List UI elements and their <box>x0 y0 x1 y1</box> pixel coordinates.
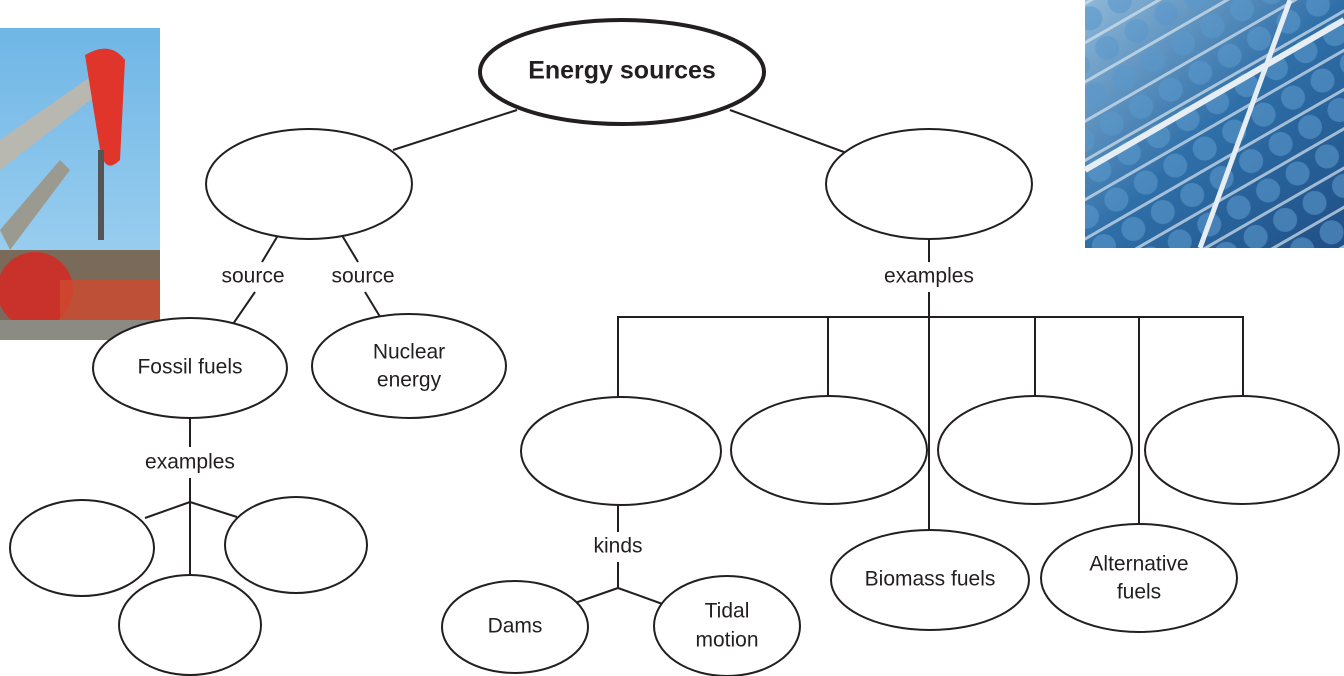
solar-panel-photo <box>1085 0 1344 248</box>
node-label: Nuclear <box>373 341 445 364</box>
edge-label: kinds <box>593 535 642 558</box>
node-label: Tidal <box>705 600 750 623</box>
node-label: Dams <box>488 615 543 638</box>
node-label: Biomass fuels <box>865 568 996 591</box>
empty-node <box>1145 396 1339 504</box>
node-label: Fossil fuels <box>137 356 242 379</box>
root-label: Energy sources <box>528 57 716 85</box>
node-label: fuels <box>1117 581 1161 604</box>
node-label: energy <box>377 369 442 392</box>
node <box>1041 524 1237 632</box>
empty-node <box>521 397 721 505</box>
oil-pump-photo <box>0 28 160 340</box>
empty-node <box>826 129 1032 239</box>
empty-node <box>731 396 927 504</box>
edge-label: examples <box>884 265 974 288</box>
empty-node <box>225 497 367 593</box>
empty-node <box>206 129 412 239</box>
node-label: Alternative <box>1089 553 1188 576</box>
empty-node <box>938 396 1132 504</box>
concept-map: Energy sources Fossil fuels Nuclear ener… <box>0 0 1344 676</box>
node <box>654 576 800 676</box>
empty-node <box>119 575 261 675</box>
edge-label: source <box>331 265 394 288</box>
node-label: motion <box>695 629 758 652</box>
edge-label: examples <box>145 451 235 474</box>
edge-label: source <box>221 265 284 288</box>
node <box>312 314 506 418</box>
empty-node <box>10 500 154 596</box>
